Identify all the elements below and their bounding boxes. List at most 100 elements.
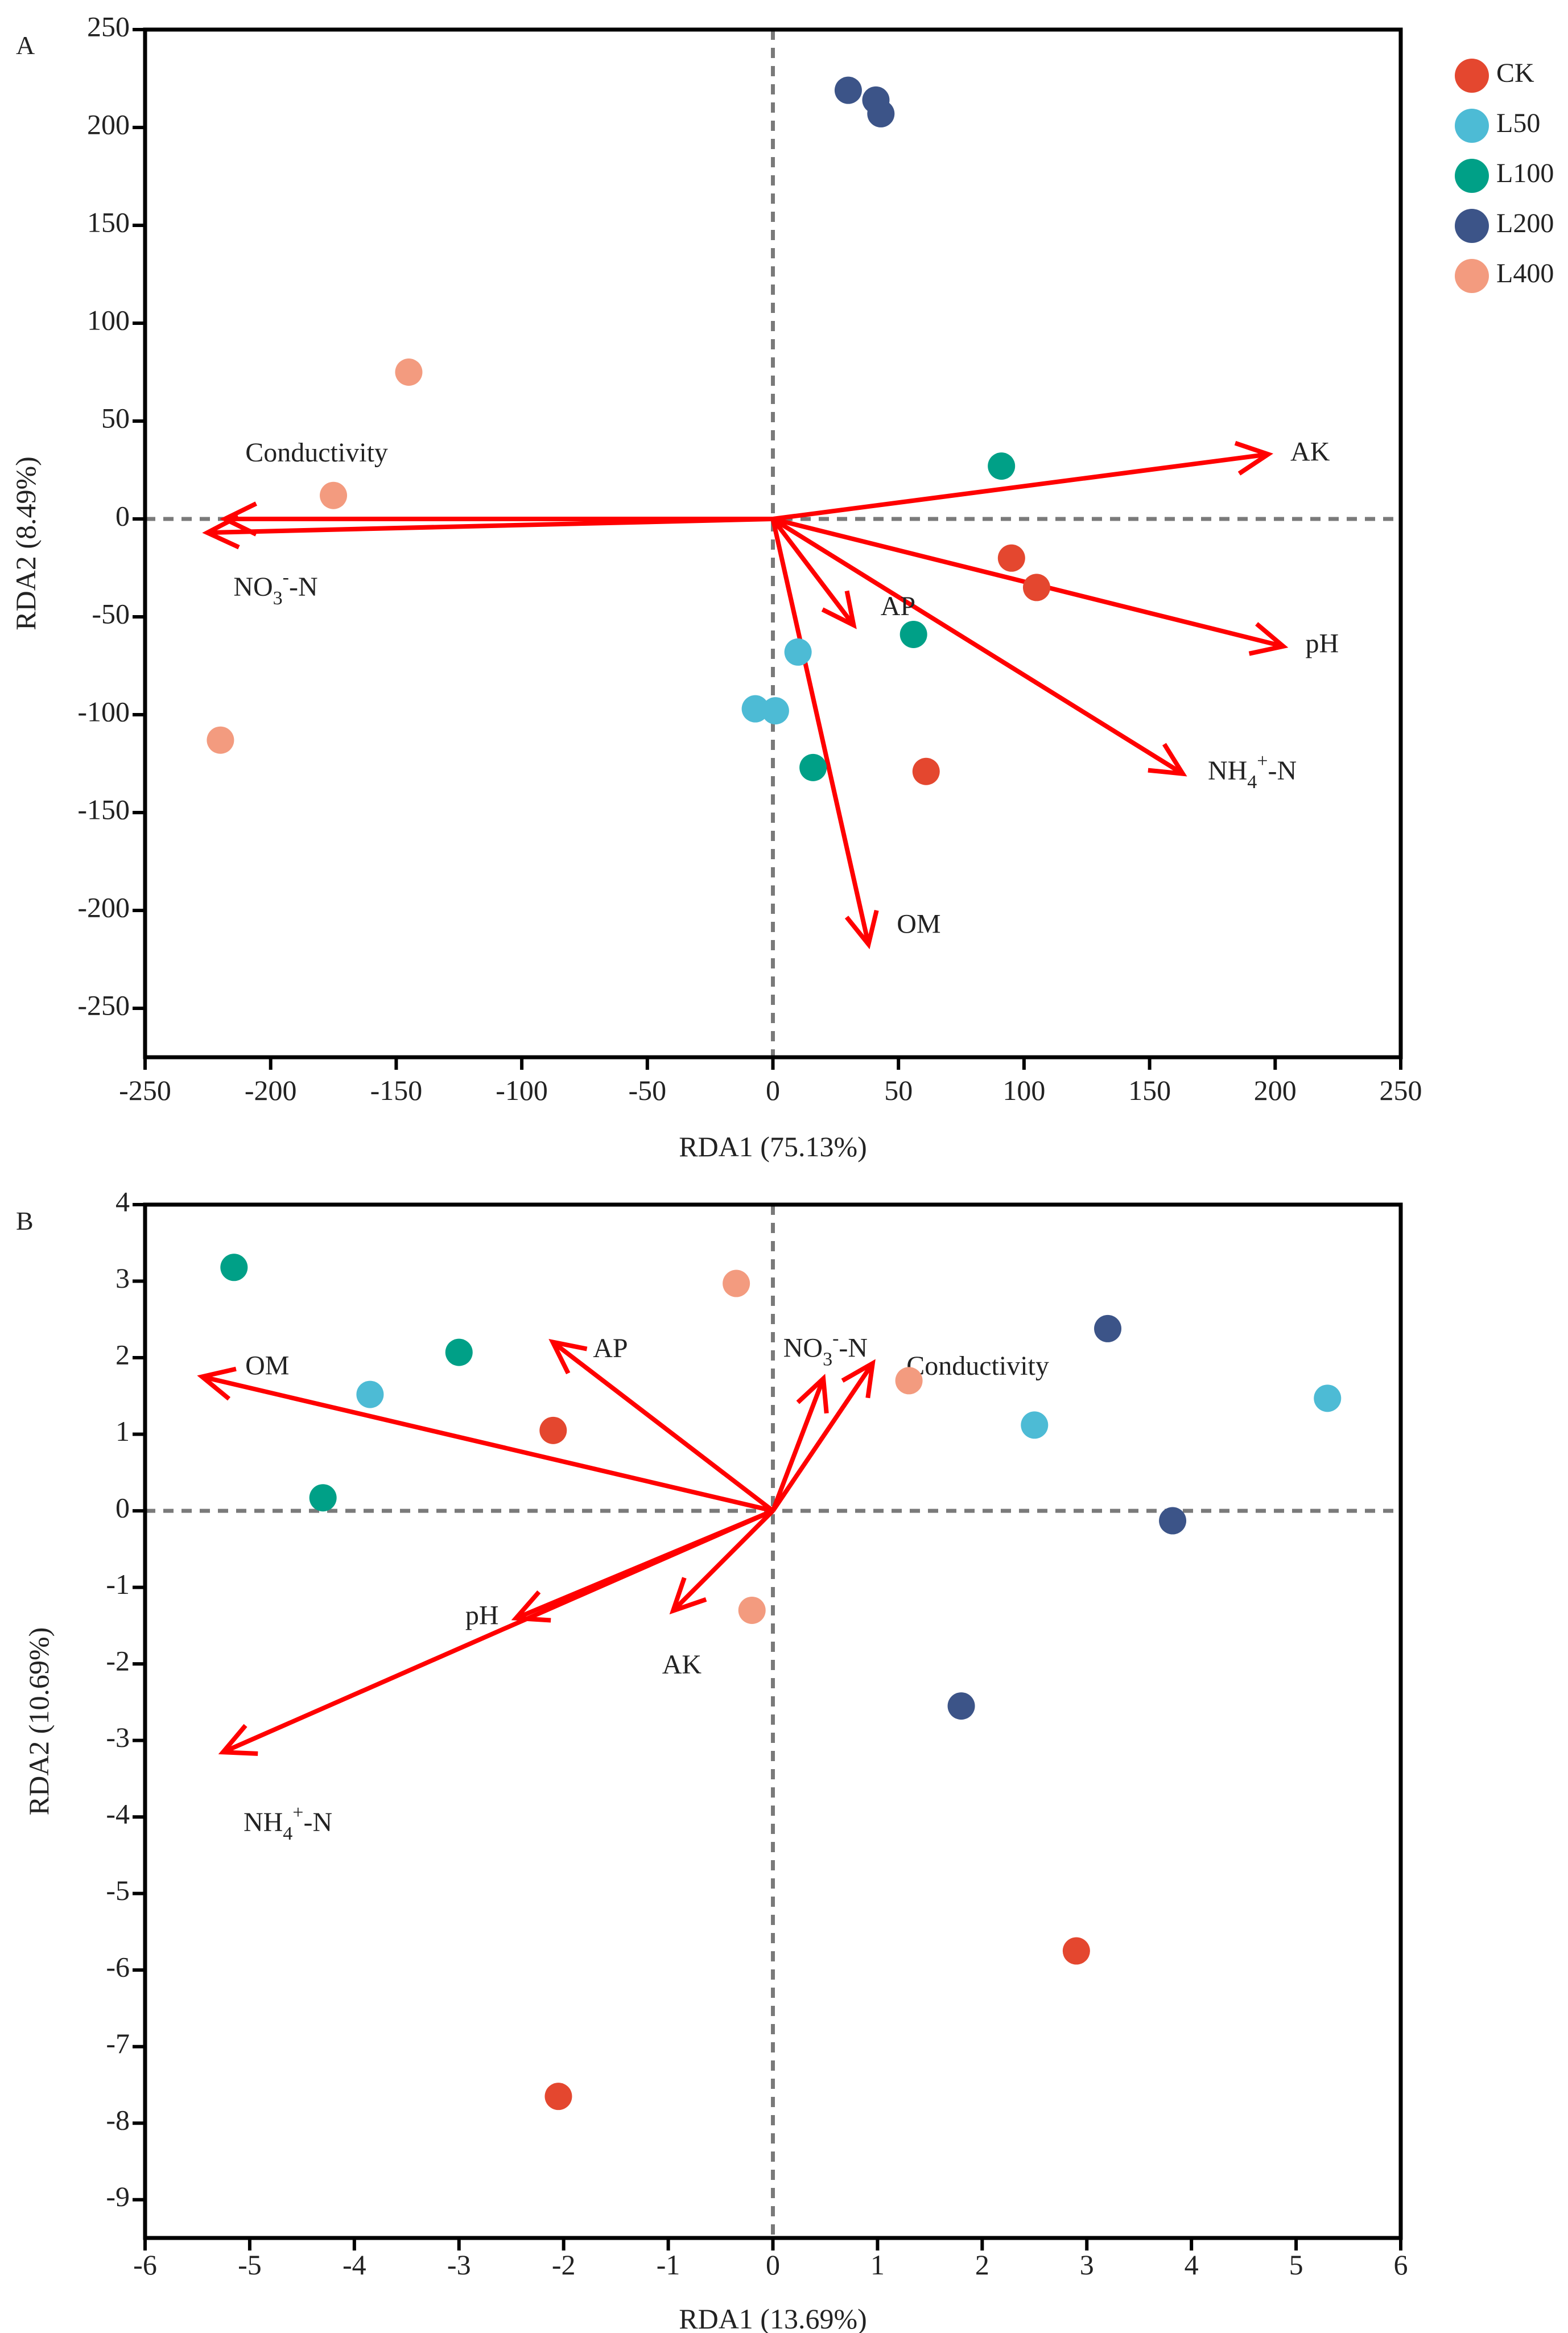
point-l50 [784,638,812,666]
y-tick-label: 4 [115,1185,130,1217]
vector-arrow-conductivity [771,1359,876,1512]
vector-arrow-nh4-n [771,517,1187,777]
vector-label-ak: AK [1290,436,1330,467]
point-l100 [899,620,927,648]
vector-label-nh4-n: NH4+-N [1208,751,1297,793]
y-tick-label: -6 [106,1951,130,1983]
vector-label-nh4-n: NH4+-N [244,1802,332,1844]
x-tick-label: -2 [552,2249,576,2281]
x-axis-title: RDA1 (13.69%) [679,2303,867,2333]
x-tick-label: 3 [1080,2249,1094,2281]
point-l100 [445,1338,473,1366]
point-l400 [207,726,234,754]
y-tick-label: 200 [87,108,130,140]
legend-label-l100: L100 [1496,158,1554,188]
legend: CK L50 L100 L200 L400 [1455,58,1554,293]
x-tick-label: -6 [133,2249,157,2281]
x-tick-label: -50 [628,1074,666,1106]
y-tick-label: 250 [87,10,130,42]
y-axis-title: RDA2 (10.69%) [23,1627,55,1816]
y-tick-label: 100 [87,304,130,336]
point-ck [997,544,1025,572]
y-tick-label: -4 [106,1798,130,1830]
y-tick-label: -5 [106,1874,130,1906]
y-tick-label: 150 [87,206,130,238]
vector-label-no3-n: NO3--N [783,1328,868,1370]
legend-swatch-ck [1455,59,1489,93]
rda-panel-b: B -6 -5 -4 -3 -2 -1 0 1 2 3 4 5 6 -9 -8 -7 -6 -5 -4 -3 -2 -1 0 1… [16,1185,1408,2333]
x-tick-label: 100 [1002,1074,1045,1106]
point-ck [539,1416,567,1444]
point-l400 [738,1596,766,1624]
vector-label-om: OM [897,909,940,939]
y-axis-title: RDA2 (8.49%) [10,456,42,630]
y-tick-label: -9 [106,2181,130,2212]
y-tick-label: 0 [115,1492,130,1524]
vector-arrow-om [770,518,879,950]
point-l400 [395,358,423,386]
vector-arrow-nh4-n [218,1508,774,1756]
legend-label-ck: CK [1496,58,1534,88]
point-l400 [895,1367,923,1395]
x-tick-label: -1 [657,2249,680,2281]
x-tick-label: 4 [1185,2249,1199,2281]
y-tick-label: 0 [115,500,130,531]
point-l200 [1094,1314,1122,1342]
y-tick-label: -1 [106,1568,130,1600]
vector-arrow-om [197,1366,774,1513]
point-l200 [947,1692,975,1720]
x-tick-label: 50 [884,1074,913,1106]
point-l200 [1159,1507,1187,1535]
vector-label-conductivity: Conductivity [245,438,388,468]
vector-arrow-ak [669,1509,775,1615]
point-l100 [799,753,827,781]
point-l50 [1021,1411,1049,1439]
vector-arrow-no3-n [202,514,773,550]
point-ck [1062,1937,1090,1965]
point-ck [912,757,940,785]
point-l100 [220,1254,248,1281]
legend-label-l400: L400 [1496,258,1554,288]
vector-arrow-ap [548,1339,774,1513]
x-tick-label: 0 [766,1074,780,1106]
y-tick-label: -2 [106,1645,130,1677]
legend-swatch-l200 [1455,209,1489,243]
x-tick-label: -5 [238,2249,262,2281]
vector-label-ap: AP [593,1333,628,1363]
y-tick-label: 2 [115,1339,130,1371]
vector-label-conductivity: Conductivity [906,1351,1049,1381]
point-l50 [741,695,769,723]
x-tick-label: 5 [1289,2249,1303,2281]
point-l100 [309,1484,337,1512]
vector-label-ph: pH [1306,629,1339,659]
x-tick-label: 150 [1128,1074,1171,1106]
panel-letter: B [16,1206,34,1235]
y-tick-label: -200 [77,891,130,923]
x-tick-label: -150 [370,1074,423,1106]
point-l100 [988,452,1016,480]
point-l400 [723,1269,750,1297]
y-tick-label: 50 [101,402,130,434]
x-tick-label: 2 [975,2249,989,2281]
y-tick-label: 1 [115,1415,130,1447]
legend-swatch-l100 [1455,159,1489,193]
x-tick-label: -200 [245,1074,297,1106]
x-tick-label: -3 [447,2249,471,2281]
rda-panel-a: A -250 -200 -150 -100 -50 0 50 100 150 200 250 -250 -… [10,10,1422,1163]
point-l50 [356,1380,384,1408]
y-tick-label: -8 [106,2104,130,2136]
y-tick-label: -3 [106,1721,130,1753]
x-tick-label: 200 [1254,1074,1297,1106]
panel-letter: A [16,31,35,60]
y-tick-label: 3 [115,1262,130,1294]
point-ck [544,2083,572,2111]
point-l200 [867,100,895,127]
x-tick-label: -4 [343,2249,366,2281]
point-l50 [1314,1384,1342,1412]
vector-label-no3-n: NO3--N [233,567,317,609]
legend-label-l50: L50 [1496,108,1540,138]
x-tick-label: 6 [1394,2249,1408,2281]
vector-label-ap: AP [881,591,915,621]
y-tick-label: -100 [77,695,130,727]
x-tick-label: 1 [870,2249,885,2281]
